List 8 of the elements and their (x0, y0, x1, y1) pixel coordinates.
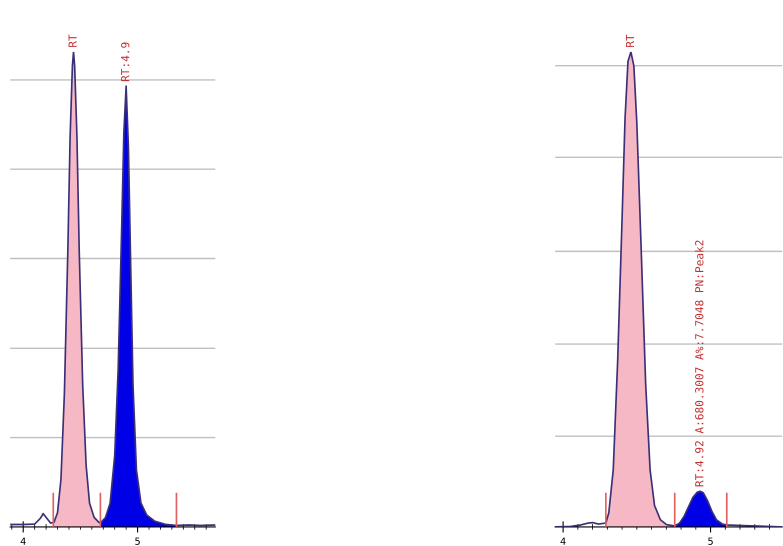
x-tick-label: 5 (708, 538, 713, 545)
annotation: RT:4.9 (120, 42, 130, 82)
x-tick-label: 4 (20, 538, 26, 545)
annotation: RT:4.92 A:680.3007 A%:7.7048 PN:Peak2 (694, 240, 704, 486)
annotation: RT (626, 34, 634, 47)
x-tick-label: 5 (135, 538, 140, 545)
x-tick-label: 4 (560, 538, 566, 545)
annotation: RT (68, 34, 77, 47)
